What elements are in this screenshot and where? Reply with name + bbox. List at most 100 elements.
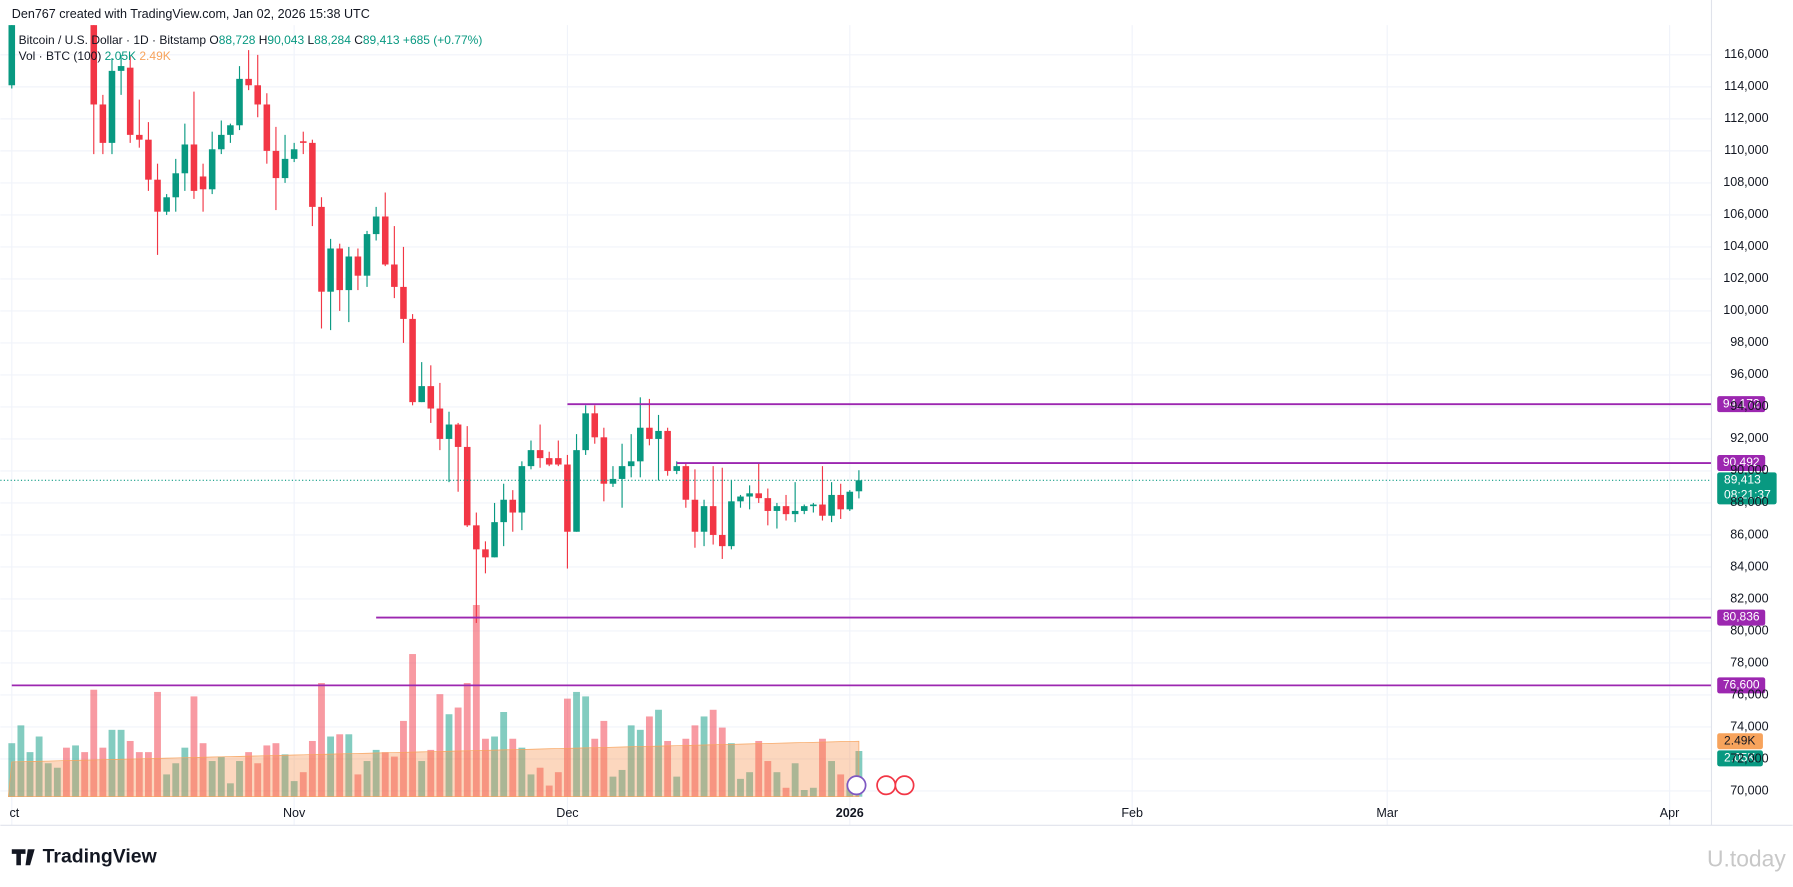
candle-body [591, 413, 599, 438]
candle-body [436, 408, 444, 439]
legend-key: O [209, 33, 218, 47]
volume-bar [336, 734, 344, 797]
volume-bar [837, 774, 845, 797]
grid [0, 25, 1712, 826]
x-tick-label: Feb [1121, 806, 1143, 820]
volume-bar [318, 683, 325, 797]
candle-body [263, 104, 271, 151]
volume-pane [7, 605, 863, 798]
volume-bar [154, 691, 161, 797]
volume-bar [26, 752, 34, 797]
volume-bar [791, 763, 799, 797]
volume-bar [518, 747, 526, 797]
volume-bar [554, 772, 562, 797]
volume-bar [90, 689, 98, 797]
candle-body [218, 134, 225, 150]
volume-bar [172, 763, 180, 797]
candle-body [354, 256, 362, 276]
candle-body [391, 264, 398, 287]
volume-bar [764, 761, 772, 797]
x-tick-label: Nov [283, 806, 306, 820]
volume-bar [390, 756, 398, 797]
y-tick-label: 108,000 [1723, 175, 1768, 189]
volume-bar [591, 738, 599, 797]
candle-body [810, 504, 817, 507]
volume-bar [509, 738, 517, 797]
volume-bar [145, 752, 152, 797]
volume-bar [700, 716, 708, 797]
candle-body [90, 25, 98, 105]
volume-bar [636, 729, 644, 797]
volume-bar [108, 729, 116, 797]
legend-key: C [354, 33, 363, 47]
volume-bar [8, 743, 16, 797]
volume-bar [135, 752, 143, 797]
volume-bar [254, 763, 262, 797]
volume-bar [828, 761, 835, 797]
y-tick-label: 94,000 [1730, 399, 1768, 413]
volume-bar [727, 743, 735, 797]
level-label: 90,492 [1723, 455, 1760, 469]
countdown: 08:21:37 [1724, 487, 1771, 501]
event-icon [876, 775, 897, 796]
volume-bar [682, 738, 690, 797]
candle-body [281, 158, 289, 179]
candle-body [409, 318, 416, 403]
candle-body [746, 493, 753, 497]
candle-body [600, 437, 608, 484]
volume-bar [117, 729, 125, 797]
y-tick-label: 98,000 [1730, 335, 1768, 349]
volume-bar [372, 749, 380, 797]
candle-body [782, 506, 790, 515]
volume-bar [673, 776, 681, 797]
volume-bar [308, 740, 316, 797]
axes: 70,000 72,000 74,000 76,000 78,000 80,000 82,0… [9, 47, 1768, 820]
volume-bar [409, 654, 416, 797]
y-tick-label: 72,000 [1730, 751, 1768, 765]
candle-body [309, 142, 316, 207]
volume-bar [691, 725, 699, 797]
volume-bar [208, 761, 216, 797]
candle-body [800, 506, 808, 511]
candle-body [254, 85, 262, 105]
volume-bar [363, 761, 371, 797]
volume-bar [709, 709, 717, 797]
y-tick-label: 102,000 [1723, 271, 1768, 285]
volume-bar [746, 772, 754, 797]
volume-bar [427, 749, 435, 797]
volume-bar [819, 738, 826, 797]
y-tick-label: 96,000 [1730, 367, 1768, 381]
candle-body [709, 506, 717, 535]
volume-bar [327, 736, 335, 797]
volume-bar [718, 727, 726, 797]
candle-body [609, 478, 617, 484]
y-tick-label: 100,000 [1723, 303, 1768, 317]
candle-body [290, 149, 298, 159]
x-tick-label: 2026 [836, 806, 864, 820]
y-tick-label: 116,000 [1724, 47, 1768, 61]
y-tick-label: 84,000 [1730, 559, 1768, 573]
volume-bar [44, 763, 52, 797]
logo-icon [11, 849, 35, 866]
legend-line: Bitcoin / U.S. Dollar · 1D · Bitstamp O8… [19, 33, 483, 47]
volume-bar [463, 683, 471, 797]
level-label: 80,836 [1723, 610, 1760, 624]
volume-ma-value: 2.49K [139, 49, 170, 63]
candle-body [463, 446, 471, 526]
candle-body [646, 427, 653, 439]
y-tick-label: 110,000 [1724, 143, 1768, 157]
candle-body [700, 506, 708, 532]
volume-bar [454, 707, 462, 797]
symbol-title: Bitcoin / U.S. Dollar · 1D · Bitstamp [19, 33, 207, 47]
volume-bar [236, 761, 243, 797]
volume-bar [482, 738, 489, 797]
candle-body [773, 506, 781, 511]
volume-bar [217, 756, 225, 797]
volume-bar [263, 745, 271, 797]
candle-body [199, 176, 207, 190]
y-tick-label: 112,000 [1724, 111, 1768, 125]
volume-bar [472, 605, 480, 797]
candle-body [145, 139, 152, 180]
candle-body [327, 248, 334, 292]
